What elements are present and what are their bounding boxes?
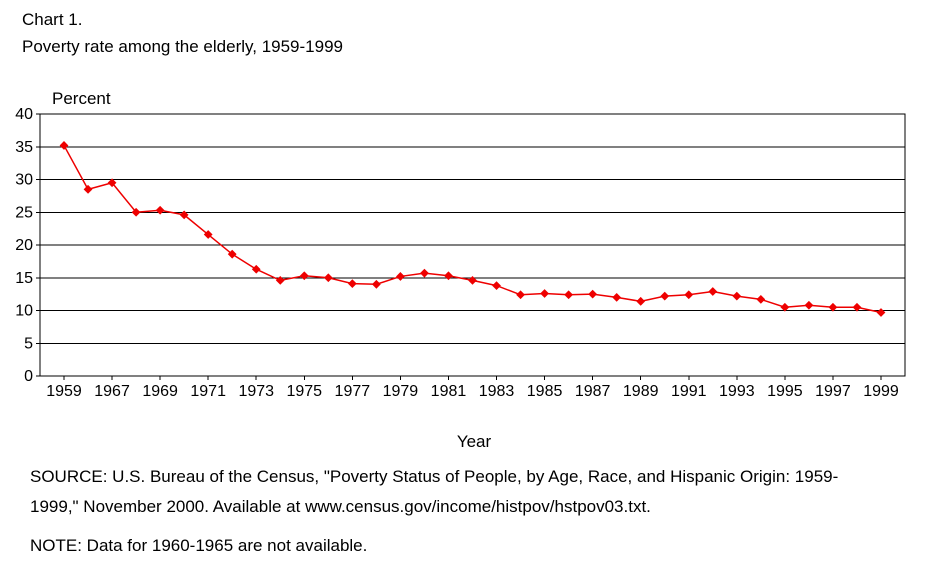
data-point-marker (107, 178, 117, 188)
y-tick-label: 35 (15, 139, 33, 156)
x-tick-label: 1975 (286, 383, 322, 400)
poverty-line-chart: 0 5 10 15 20 25 30 35 40 1959 1967 1969 1971 1973 1975… (15, 89, 906, 400)
data-point-marker (371, 279, 381, 289)
data-point-marker (540, 289, 549, 298)
data-point-marker (636, 296, 646, 306)
data-point-marker (684, 290, 694, 300)
data-point-marker (876, 308, 886, 317)
data-point-marker (804, 300, 814, 310)
data-availability-note: NOTE: Data for 1960-1965 are not availab… (30, 536, 368, 555)
data-point-marker (492, 281, 501, 291)
data-series-line (63, 145, 882, 314)
data-point-marker (299, 271, 309, 281)
data-point-marker (588, 289, 598, 299)
y-tick-label: 40 (15, 106, 33, 123)
y-axis-title: Percent (52, 89, 111, 108)
source-note: SOURCE: U.S. Bureau of the Census, "Pove… (30, 467, 839, 516)
x-tick-label: 1985 (527, 383, 563, 400)
y-tick-label: 15 (15, 270, 33, 287)
data-point-marker (708, 287, 718, 296)
data-point-marker (612, 293, 622, 302)
data-point-marker (227, 249, 237, 259)
data-point-marker (444, 271, 453, 281)
data-point-marker (564, 290, 574, 300)
data-point-marker (59, 141, 69, 150)
x-tick-label: 1991 (671, 383, 707, 400)
y-tick-label: 30 (15, 172, 33, 189)
data-point-marker (396, 272, 405, 281)
x-tick-label: 1999 (863, 383, 899, 400)
x-tick-label: 1993 (719, 383, 755, 400)
y-tick-label: 0 (24, 368, 33, 385)
y-tick-label: 10 (15, 303, 33, 320)
chart-title: Poverty rate among the elderly, 1959-199… (22, 37, 343, 56)
x-tick-label: 1987 (575, 383, 611, 400)
data-point-marker (155, 205, 165, 215)
y-tick-label: 5 (24, 335, 33, 352)
data-point-marker (203, 230, 213, 239)
data-point-marker (756, 294, 766, 304)
data-point-marker (275, 275, 285, 285)
x-tick-label: 1977 (335, 383, 371, 400)
data-point-marker (251, 264, 261, 274)
data-point-marker (732, 291, 742, 301)
y-tick-label: 20 (15, 237, 33, 254)
x-axis-title: Year (456, 432, 492, 451)
data-point-marker (780, 302, 790, 312)
data-point-marker (179, 210, 189, 220)
data-point-marker (852, 302, 862, 312)
x-tick-label: 1981 (431, 383, 467, 400)
data-point-marker (83, 184, 93, 194)
x-tick-label: 1969 (142, 383, 178, 400)
data-point-marker (516, 290, 525, 300)
data-point-marker (323, 273, 333, 283)
x-tick-label: 1995 (767, 383, 803, 400)
x-tick-label: 1983 (479, 383, 515, 400)
x-tick-label: 1979 (383, 383, 419, 400)
data-point-marker (468, 275, 477, 285)
x-tick-label: 1997 (815, 383, 851, 400)
y-tick-label: 25 (15, 204, 33, 221)
x-tick-label: 1973 (238, 383, 274, 400)
data-point-marker (828, 302, 838, 312)
data-point-marker (131, 207, 141, 217)
chart-number: Chart 1. (22, 10, 83, 29)
chart-header: Chart 1. Poverty rate among the elderly,… (22, 6, 343, 60)
data-point-marker (347, 279, 357, 289)
x-tick-label: 1967 (94, 383, 130, 400)
data-point-marker (420, 268, 429, 278)
x-tick-label: 1959 (46, 383, 82, 400)
data-point-marker (660, 291, 670, 301)
x-tick-label: 1989 (623, 383, 659, 400)
x-tick-label: 1971 (190, 383, 226, 400)
